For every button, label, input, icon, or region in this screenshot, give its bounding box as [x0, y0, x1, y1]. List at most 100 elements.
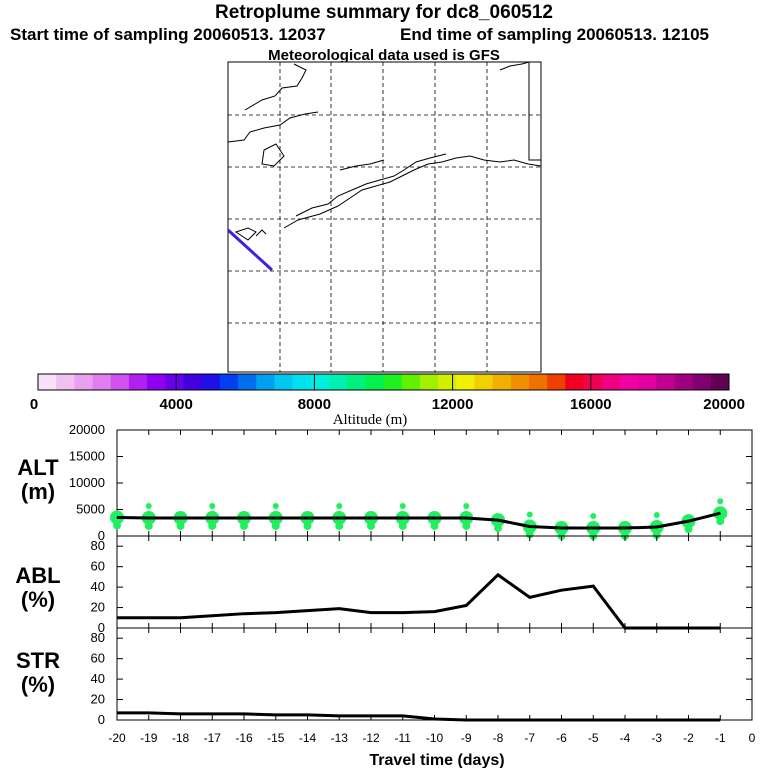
- altitude-spread-point: [336, 502, 343, 509]
- data-point: [402, 612, 404, 614]
- data-point: [370, 612, 372, 614]
- altitude-spread-point: [209, 502, 216, 509]
- x-tick-label: -19: [140, 731, 158, 745]
- data-point: [529, 596, 531, 598]
- altitude-spread-point: [463, 502, 470, 509]
- panel-label: ALT: [17, 455, 59, 480]
- data-point: [624, 719, 626, 721]
- colorbar-swatch: [183, 374, 203, 390]
- data-point: [211, 615, 213, 617]
- altitude-spread-point: [716, 517, 725, 526]
- data-point: [243, 613, 245, 615]
- colorbar-swatch: [347, 374, 366, 390]
- colorbar-tick-label: 4000: [160, 396, 193, 413]
- colorbar-swatch: [710, 374, 730, 390]
- data-point: [592, 585, 594, 587]
- chart-title: Retroplume summary for dc8_060512: [215, 2, 553, 23]
- data-point: [465, 719, 467, 721]
- x-tick-label: -14: [299, 731, 317, 745]
- panel-frame: [116, 627, 753, 721]
- data-point: [656, 526, 658, 528]
- coastlines: [227, 61, 542, 241]
- altitude-spread-point: [144, 521, 153, 530]
- colorbar-tick-label: 12000: [432, 396, 474, 413]
- data-point: [433, 611, 436, 613]
- data-point: [306, 714, 309, 716]
- data-point: [529, 525, 531, 528]
- colorbar-swatch: [292, 374, 312, 390]
- y-tick-label: 40: [91, 671, 105, 686]
- x-tick-label: -10: [426, 731, 444, 745]
- x-tick-label: -3: [651, 731, 662, 745]
- colorbar-swatch: [419, 374, 439, 390]
- data-point: [592, 527, 594, 529]
- altitude-spread-point: [240, 521, 248, 530]
- panel-unit: (%): [21, 587, 55, 612]
- x-tick-label: -16: [235, 731, 253, 745]
- data-point: [687, 719, 690, 721]
- altitude-spread-point: [272, 502, 279, 509]
- colorbar-swatch: [165, 374, 184, 390]
- x-tick-label: -15: [267, 731, 285, 745]
- panels: 05000100001500020000ALT(m)020406080ABL(%…: [15, 422, 755, 745]
- data-point: [402, 517, 404, 519]
- colorbar-ticks: 0 4000 8000 12000 16000 20000: [30, 374, 745, 413]
- altitude-spread-point: [208, 521, 217, 530]
- series-line: [117, 572, 721, 630]
- data-point: [306, 610, 309, 612]
- data-point: [719, 719, 721, 721]
- x-tick-label: -17: [204, 731, 222, 745]
- colorbar-swatch: [328, 374, 348, 390]
- x-tick-label: -6: [556, 731, 567, 745]
- start-time: Start time of sampling 20060513. 12037: [10, 25, 326, 44]
- altitude-spread-point: [652, 530, 661, 539]
- y-tick-label: 0: [98, 620, 105, 635]
- altitude-spread-point: [462, 521, 471, 530]
- colorbar-swatch: [692, 374, 712, 390]
- end-time: End time of sampling 20060513. 12105: [400, 25, 709, 44]
- data-point: [275, 612, 277, 614]
- panel-frame: [116, 535, 753, 629]
- y-tick-label: 60: [91, 651, 105, 666]
- panel-unit: (m): [21, 479, 55, 504]
- colorbar-tick-label: 20000: [703, 396, 745, 413]
- data-point: [529, 719, 531, 721]
- colorbar-swatch: [110, 374, 130, 390]
- trajectory-map: [226, 61, 542, 373]
- x-tick-label: -1: [715, 731, 726, 745]
- trajectory-path: [226, 228, 274, 272]
- colorbar-swatch: [474, 374, 494, 390]
- altitude-spread-point: [717, 498, 724, 505]
- colorbar-swatch: [547, 374, 566, 390]
- colorbar-tick-label: 0: [30, 396, 38, 413]
- colorbar-swatch: [147, 374, 166, 390]
- data-point: [275, 517, 277, 519]
- data-point: [338, 607, 340, 610]
- panel-label: ABL: [15, 563, 60, 588]
- x-tick-label: -18: [172, 731, 190, 745]
- colorbar-swatch: [492, 374, 512, 390]
- altitude-spread-point: [113, 521, 121, 530]
- data-point: [179, 713, 182, 715]
- x-axis-label: Travel time (days): [369, 752, 504, 768]
- x-tick-label: -8: [493, 731, 504, 745]
- panel-alt: 0 5000 10000 15000 20000 ALT(m): [17, 422, 753, 543]
- altitude-spread-point: [176, 521, 185, 530]
- data-point: [116, 516, 118, 519]
- data-point: [211, 713, 213, 715]
- colorbar-swatch: [583, 374, 603, 390]
- data-point: [497, 719, 499, 721]
- altitude-spread-point: [145, 502, 152, 509]
- data-point: [497, 574, 499, 576]
- colorbar-swatch: [201, 374, 221, 390]
- colorbar-swatch: [656, 374, 675, 390]
- data-point: [179, 517, 182, 519]
- data-point: [338, 517, 340, 519]
- y-tick-label: 20: [91, 600, 105, 615]
- data-point: [211, 517, 213, 519]
- map-gridlines: [228, 62, 541, 372]
- altitude-colorbar: [37, 373, 730, 391]
- altitude-spread-point: [367, 521, 375, 530]
